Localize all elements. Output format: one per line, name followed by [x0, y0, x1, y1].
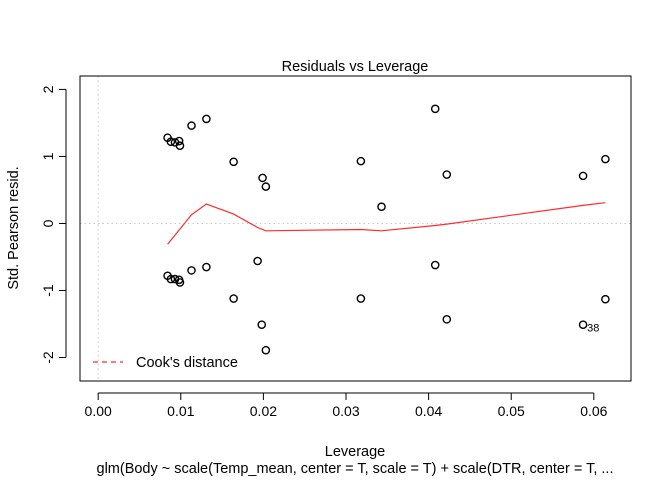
x-tick-label: 0.02 [250, 403, 277, 419]
x-tick-label: 0.05 [498, 403, 525, 419]
data-point [174, 136, 184, 146]
data-points [163, 104, 610, 355]
legend: Cook's distance [93, 355, 238, 371]
y-tick-label: -2 [40, 351, 56, 364]
data-point [442, 170, 452, 179]
data-point [601, 294, 610, 304]
data-point [377, 202, 386, 212]
data-point [229, 294, 238, 303]
data-point [258, 173, 267, 183]
data-point [430, 104, 440, 114]
y-axis-label: Std. Pearson resid. [6, 166, 22, 289]
x-tick-label: 0.06 [580, 403, 607, 419]
y-tick-label: -1 [40, 284, 56, 297]
data-point [578, 320, 588, 329]
data-point [257, 320, 267, 329]
plot-frame [79, 75, 632, 382]
x-tick-label: 0.04 [415, 403, 442, 419]
chart-title: Residuals vs Leverage [282, 59, 429, 75]
point-label: 38 [587, 323, 599, 335]
data-point [601, 154, 610, 164]
data-point [261, 182, 271, 191]
data-point [442, 315, 452, 324]
data-point [175, 141, 185, 151]
data-point [229, 157, 238, 167]
data-point [578, 171, 588, 181]
data-point [430, 260, 440, 270]
legend-label: Cook's distance [136, 355, 238, 371]
chart-subtitle: glm(Body ~ scale(Temp_mean, center = T, … [97, 461, 614, 477]
data-point [202, 262, 211, 272]
data-point [166, 274, 176, 284]
data-point [166, 137, 176, 146]
y-tick-label: 0 [40, 219, 56, 227]
smooth-fit-line [167, 202, 606, 245]
smooth-line [167, 202, 606, 245]
x-axis-label: Leverage [325, 444, 385, 460]
data-point [187, 121, 196, 130]
x-tick-label: 0.03 [332, 403, 359, 419]
point-labels: 38 [587, 323, 599, 335]
data-point [253, 256, 262, 266]
x-axis: 0.00 0.01 0.02 0.03 0.04 0.05 0.06 [85, 392, 608, 419]
y-tick-label: 2 [40, 85, 56, 93]
data-point [187, 266, 196, 275]
data-point [202, 114, 211, 124]
data-point [175, 278, 185, 287]
data-point [261, 345, 271, 355]
y-axis: -2 -1 0 1 2 [40, 85, 67, 364]
x-tick-label: 0.00 [85, 403, 112, 419]
data-point [356, 294, 366, 303]
data-point [356, 156, 366, 166]
y-tick-label: 1 [40, 152, 56, 160]
x-tick-label: 0.01 [167, 403, 194, 419]
reference-lines [80, 76, 631, 381]
